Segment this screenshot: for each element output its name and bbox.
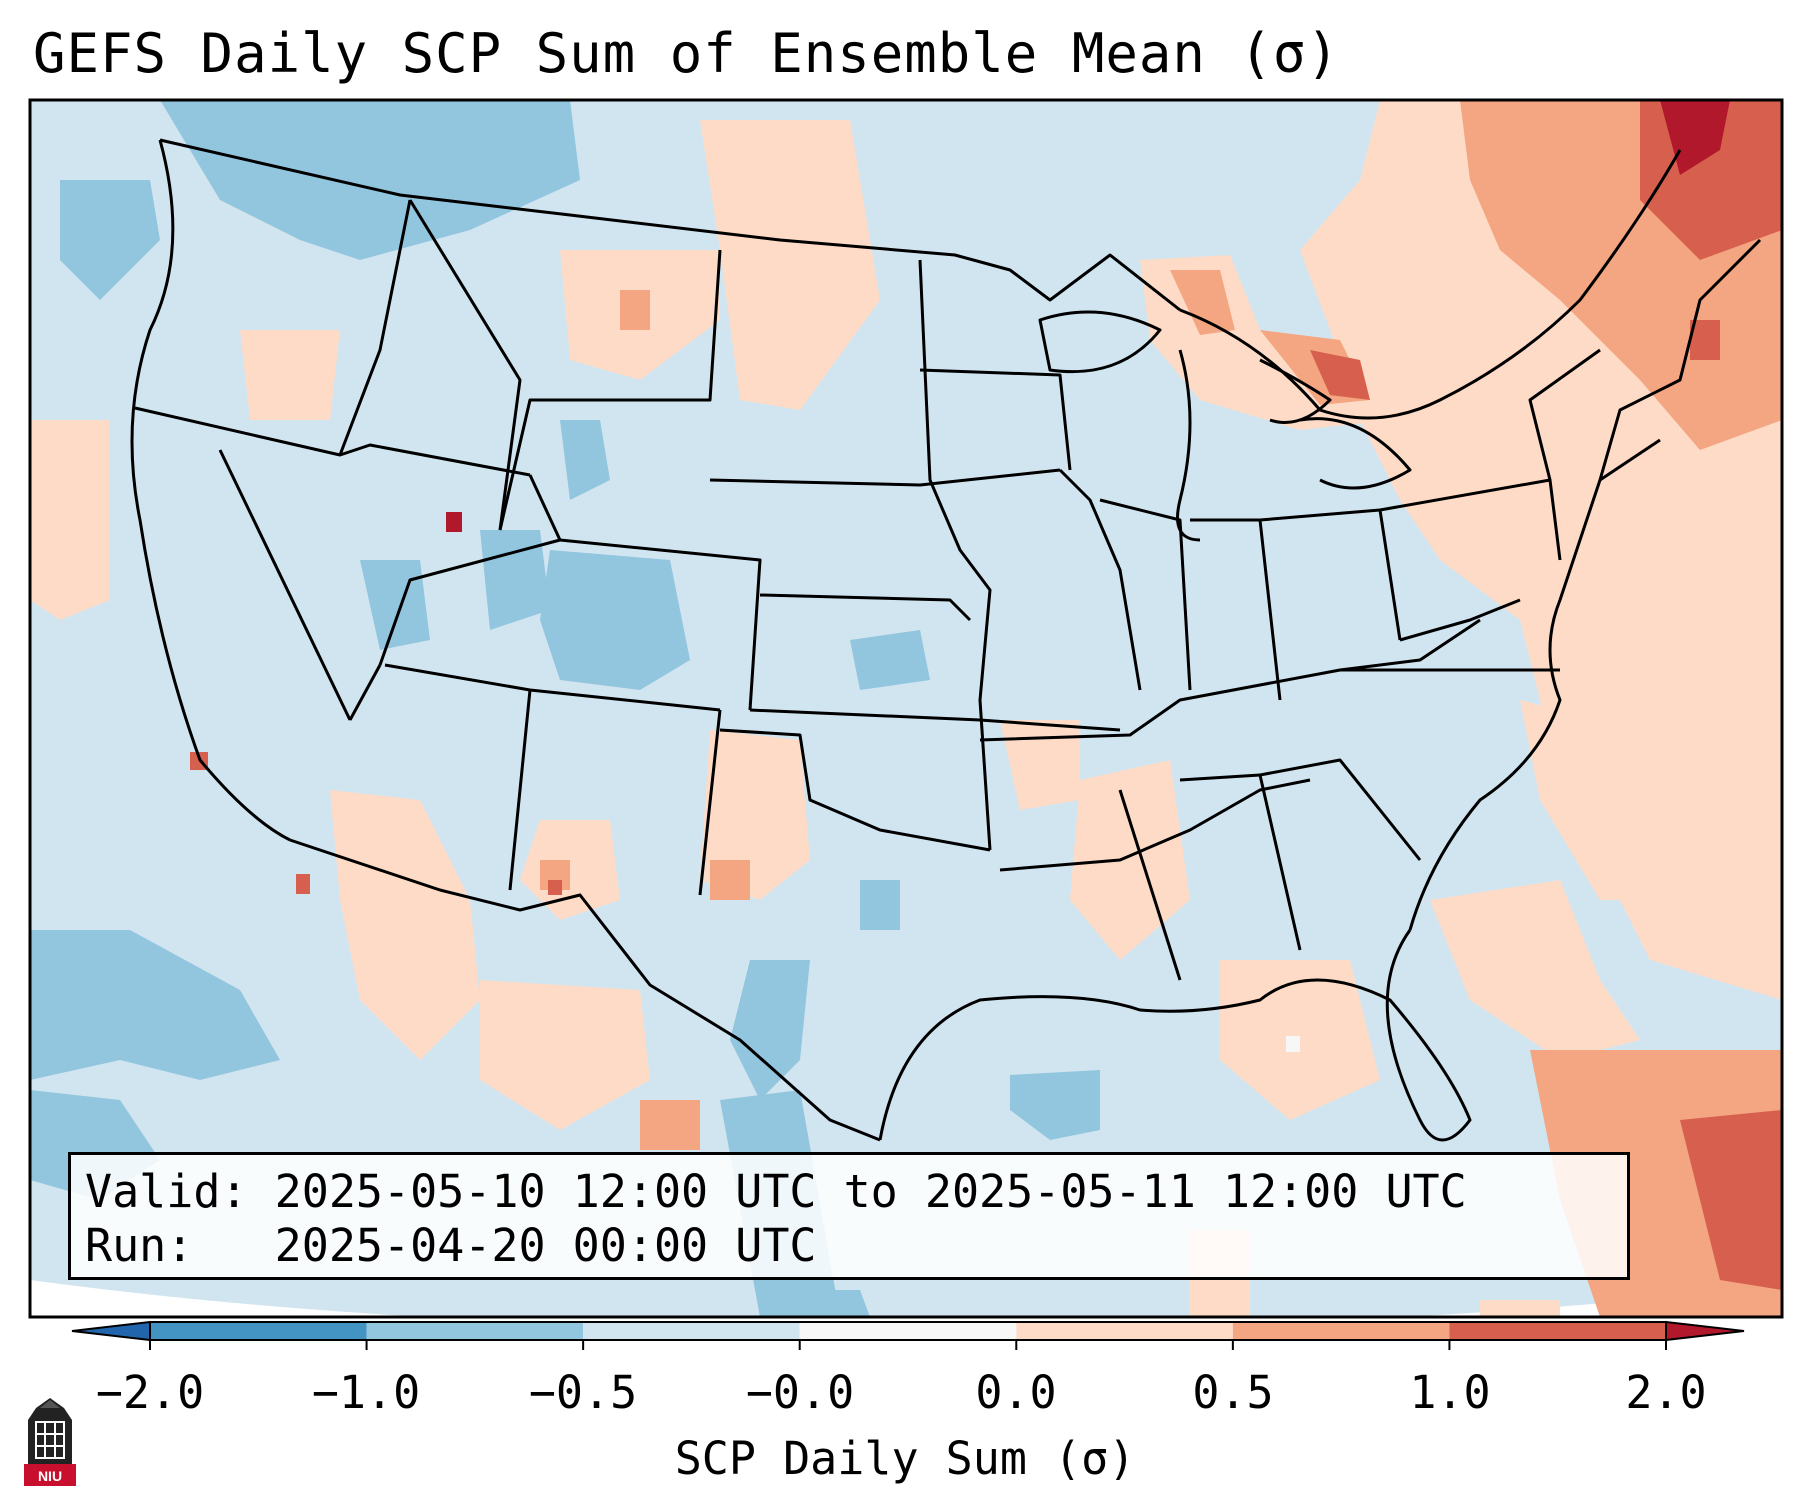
colorbar-outline xyxy=(149,1321,1667,1341)
colorbar-under-extend xyxy=(71,1320,151,1342)
colorbar-tick-label: 1.0 xyxy=(1409,1366,1491,1419)
colorbar-bin xyxy=(366,1322,584,1340)
valid-label: Valid: xyxy=(85,1165,248,1218)
map-title: GEFS Daily SCP Sum of Ensemble Mean (σ) xyxy=(33,22,1340,85)
colorbar-tick-label: −0.0 xyxy=(745,1366,855,1419)
colorbar-over-extend xyxy=(1665,1320,1745,1342)
colorbar-tick-label: 0.5 xyxy=(1192,1366,1274,1419)
neutral-cell xyxy=(1286,1036,1300,1052)
negative-anomaly-areas xyxy=(30,100,1100,1317)
colorbar-bin xyxy=(1016,1322,1233,1340)
colorbar-bin xyxy=(1449,1322,1666,1340)
run-label: Run: xyxy=(85,1219,194,1272)
colorbar xyxy=(71,1320,1745,1350)
colorbar-bin xyxy=(799,1322,1017,1340)
colorbar-tick-label: −1.0 xyxy=(311,1366,421,1419)
colorbar-tick-label: −0.5 xyxy=(528,1366,638,1419)
colorbar-bin xyxy=(583,1322,800,1340)
boundaries xyxy=(130,138,1762,1142)
valid-value: 2025-05-10 12:00 UTC to 2025-05-11 12:00… xyxy=(274,1165,1467,1218)
colorbar-bin xyxy=(1232,1322,1450,1340)
valid-run-info-box: Valid: 2025-05-10 12:00 UTC to 2025-05-1… xyxy=(68,1152,1630,1280)
colorbar-tick-label: −2.0 xyxy=(95,1366,205,1419)
colorbar-tick-label: 0.0 xyxy=(975,1366,1057,1419)
logo-text: NIU xyxy=(38,1468,62,1484)
colorbar-bin xyxy=(150,1322,367,1340)
colorbar-label: SCP Daily Sum (σ) xyxy=(674,1432,1136,1485)
map-frame xyxy=(28,98,1784,1319)
niu-logo-icon: NIU xyxy=(24,1398,76,1486)
colorbar-tick-label: 2.0 xyxy=(1625,1366,1707,1419)
run-value: 2025-04-20 00:00 UTC xyxy=(274,1219,817,1272)
